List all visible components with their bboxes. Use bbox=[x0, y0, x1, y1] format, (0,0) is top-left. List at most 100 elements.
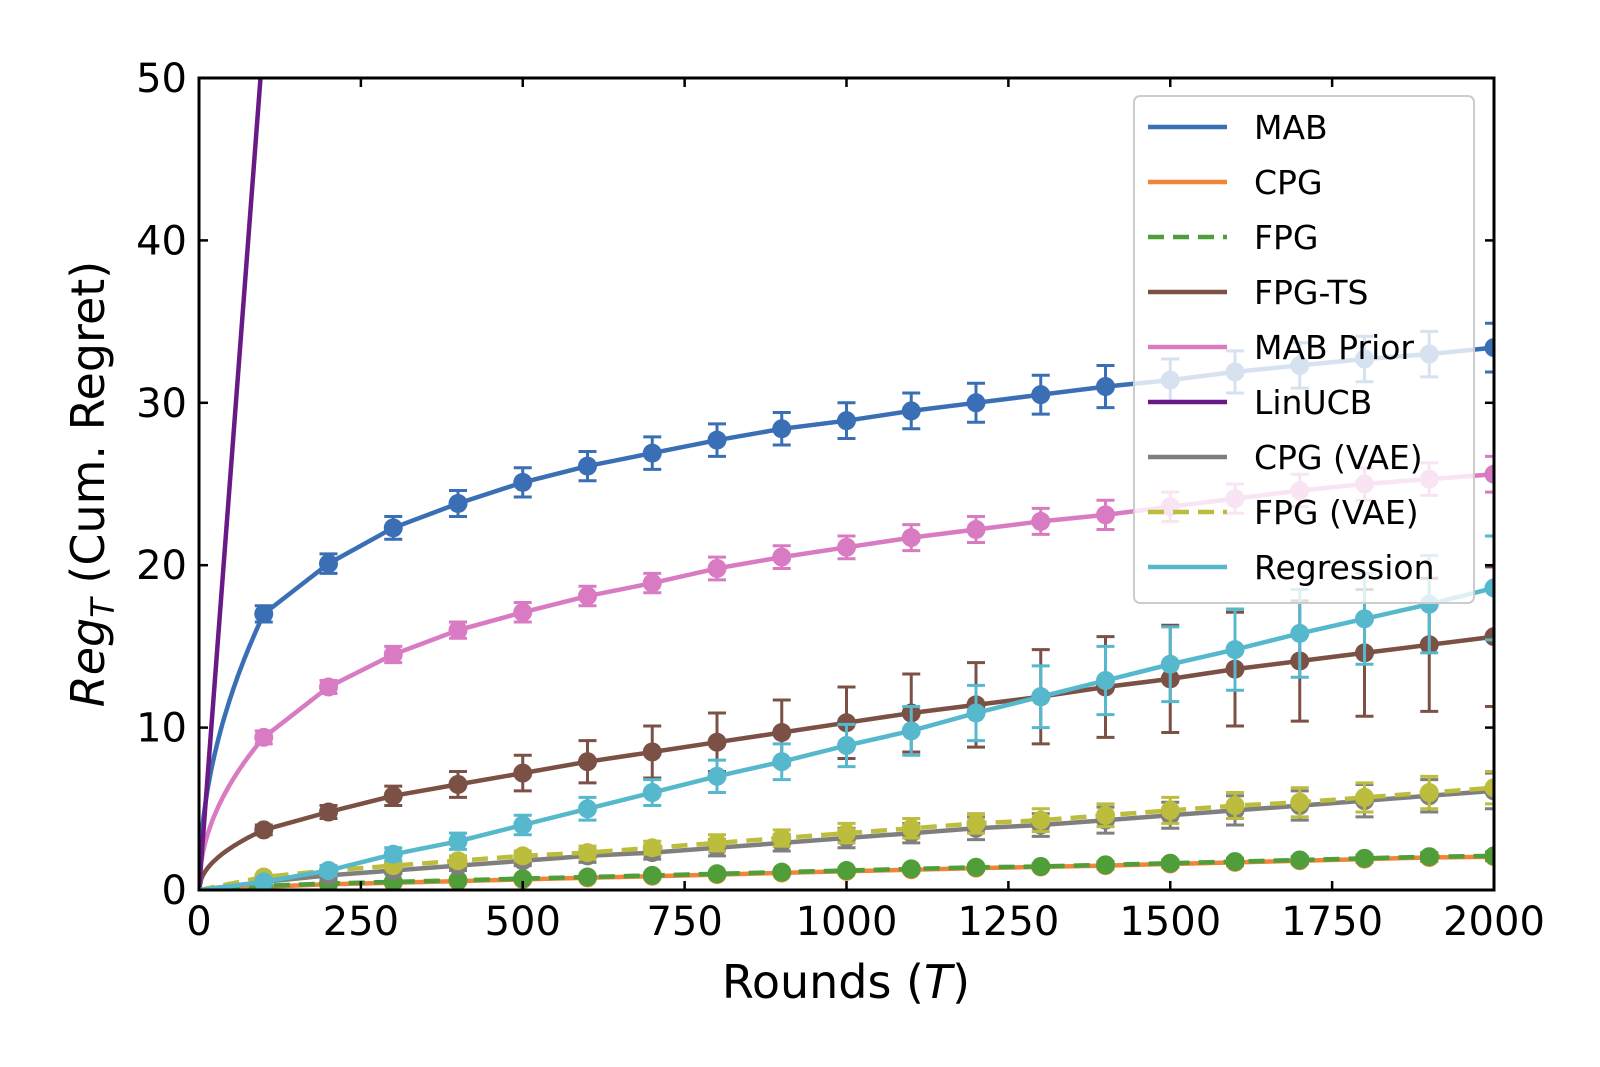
y-tick-label: 30 bbox=[136, 381, 187, 427]
data-point bbox=[901, 859, 921, 879]
x-tick-label: 500 bbox=[485, 899, 561, 945]
data-point bbox=[966, 393, 986, 413]
data-point bbox=[1484, 627, 1494, 647]
data-point bbox=[707, 732, 727, 752]
legend-label: Regression bbox=[1254, 548, 1435, 587]
data-point bbox=[1484, 846, 1494, 866]
data-point bbox=[578, 843, 597, 863]
data-point bbox=[1096, 671, 1115, 691]
x-tick-label: 0 bbox=[186, 899, 211, 945]
x-tick-label: 1000 bbox=[796, 899, 898, 945]
data-point bbox=[448, 774, 468, 794]
data-point bbox=[1355, 787, 1374, 807]
data-point bbox=[1419, 783, 1439, 803]
data-point bbox=[1160, 654, 1180, 674]
data-point bbox=[1290, 850, 1310, 870]
data-point bbox=[837, 537, 856, 557]
data-point bbox=[448, 493, 468, 513]
data-point bbox=[642, 573, 662, 593]
legend-item: FPG (VAE) bbox=[1148, 493, 1419, 532]
y-tick-label: 10 bbox=[136, 706, 187, 752]
axis-labels: Rounds (T) RegT (Cum. Regret) bbox=[61, 261, 970, 1009]
data-point bbox=[513, 763, 533, 783]
data-point bbox=[772, 547, 792, 567]
data-point bbox=[1031, 511, 1051, 531]
data-point bbox=[513, 846, 533, 866]
legend-label: MAB Prior bbox=[1254, 328, 1414, 367]
data-point bbox=[642, 742, 662, 762]
data-point bbox=[837, 823, 856, 843]
data-point bbox=[448, 831, 468, 851]
y-tick-label: 0 bbox=[162, 868, 187, 914]
data-point bbox=[319, 802, 338, 822]
data-point bbox=[319, 554, 338, 574]
data-point bbox=[901, 528, 921, 548]
y-tick-label: 50 bbox=[136, 56, 187, 102]
x-axis-title: Rounds (T) bbox=[722, 955, 970, 1009]
series-line bbox=[199, 345, 1494, 890]
series-line bbox=[199, 853, 1494, 890]
x-tick-label: 250 bbox=[323, 899, 399, 945]
data-point bbox=[772, 828, 792, 848]
legend-label: CPG bbox=[1254, 163, 1323, 202]
data-point bbox=[578, 867, 597, 887]
data-point bbox=[578, 456, 597, 476]
series-line bbox=[199, 78, 263, 890]
data-point bbox=[1484, 778, 1494, 798]
data-point bbox=[513, 869, 533, 889]
data-point bbox=[578, 586, 597, 606]
x-tick-label: 1750 bbox=[1281, 899, 1383, 945]
legend-label: FPG-TS bbox=[1254, 273, 1368, 312]
data-point bbox=[707, 766, 727, 786]
data-point bbox=[1031, 687, 1051, 707]
data-point bbox=[1225, 796, 1245, 816]
data-point bbox=[642, 838, 662, 858]
data-point bbox=[1096, 805, 1115, 825]
data-point bbox=[837, 713, 856, 733]
data-point bbox=[1096, 855, 1115, 875]
data-point bbox=[1225, 640, 1245, 660]
legend-item: FPG bbox=[1148, 218, 1318, 257]
data-point bbox=[1031, 810, 1051, 830]
data-point bbox=[1096, 377, 1115, 397]
axes-layer: 0 250 500 750 1000 1250 1500 1750 2000 0 10 20 30 40 5… bbox=[136, 56, 1545, 945]
data-point bbox=[319, 861, 338, 881]
data-point bbox=[642, 865, 662, 885]
data-point bbox=[1096, 505, 1115, 525]
legend-label: CPG (VAE) bbox=[1254, 438, 1423, 477]
data-point bbox=[707, 430, 727, 450]
data-point bbox=[966, 519, 986, 539]
x-tick-label: 750 bbox=[646, 899, 722, 945]
data-point bbox=[513, 472, 533, 492]
data-point bbox=[966, 857, 986, 877]
data-point bbox=[837, 735, 856, 755]
data-point bbox=[254, 727, 274, 747]
legend-item: CPG (VAE) bbox=[1148, 438, 1423, 477]
data-point bbox=[837, 861, 856, 881]
series-line bbox=[199, 472, 1494, 890]
data-point bbox=[1160, 800, 1180, 820]
data-point bbox=[1484, 578, 1494, 598]
data-point bbox=[254, 604, 274, 624]
legend-item: MAB Prior bbox=[1148, 328, 1414, 367]
legend-item: Regression bbox=[1148, 548, 1435, 587]
series-8 bbox=[199, 534, 1494, 890]
data-point bbox=[1355, 609, 1374, 629]
data-point bbox=[1484, 464, 1494, 484]
data-point bbox=[448, 870, 468, 890]
data-point bbox=[901, 401, 921, 421]
data-point bbox=[383, 844, 403, 864]
series-line bbox=[199, 634, 1494, 890]
data-point bbox=[901, 818, 921, 838]
data-point bbox=[513, 602, 533, 622]
data-point bbox=[1225, 852, 1245, 872]
legend-label: MAB bbox=[1254, 108, 1328, 147]
data-point bbox=[1355, 848, 1374, 868]
data-point bbox=[772, 862, 792, 882]
x-tick-label: 1500 bbox=[1119, 899, 1221, 945]
x-tick-label: 2000 bbox=[1443, 899, 1545, 945]
data-point bbox=[1031, 385, 1051, 405]
data-point bbox=[901, 721, 921, 741]
